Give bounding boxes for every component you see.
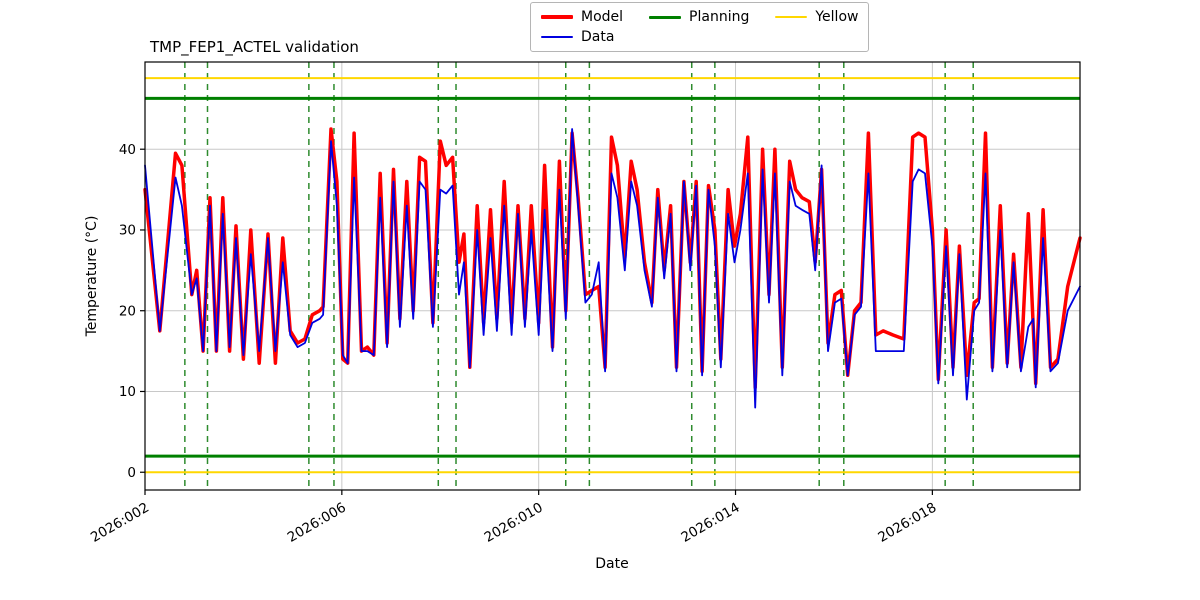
legend-label-planning: Planning [689,9,750,25]
y-tick-label: 30 [119,223,136,239]
legend-item-planning: Planning [649,9,749,25]
series-line-model [143,127,1082,390]
x-tick-label: 2026:006 [285,500,349,546]
data-line-swatch [541,36,573,38]
y-tick-label: 20 [119,303,136,319]
legend-label-yellow: Yellow [815,9,859,25]
legend-item-data: Data [541,29,623,45]
y-tick-label: 40 [119,142,136,158]
y-tick-label: 0 [127,465,136,481]
legend-item-model: Model [541,9,623,25]
x-tick-label: 2026:018 [875,500,939,546]
chart-title: TMP_FEP1_ACTEL validation [150,38,359,56]
legend: Model Data Planning Yellow [530,2,870,52]
legend-label-data: Data [581,29,615,45]
y-axis-label: Temperature (°C) [84,215,100,337]
axes-frame [144,61,1081,491]
series-line-data [144,128,1081,409]
x-tick-label: 2026:002 [88,500,152,546]
x-axis-label: Date [595,556,629,572]
y-tick-label: 10 [119,384,136,400]
legend-label-model: Model [581,9,624,25]
planning-line-swatch [649,15,682,19]
x-tick-label: 2026:014 [679,500,743,546]
legend-item-yellow: Yellow [775,9,858,25]
yellow-line-swatch [775,16,808,18]
model-line-swatch [541,15,573,19]
x-tick-label: 2026:010 [482,500,546,546]
